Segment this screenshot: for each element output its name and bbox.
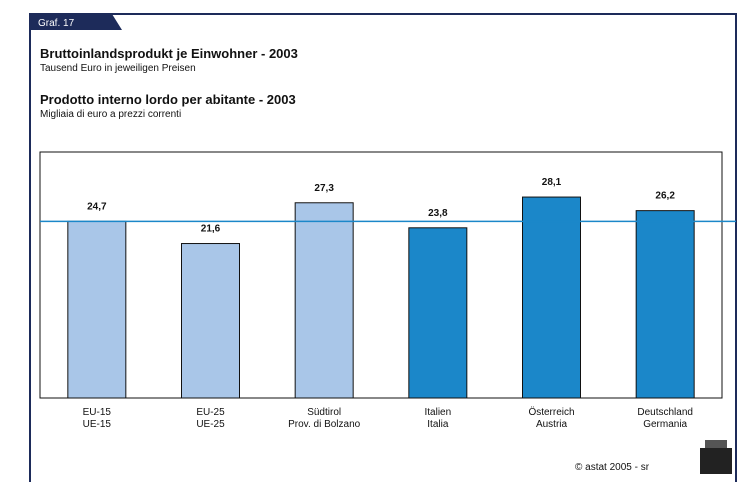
plot-area bbox=[39, 151, 723, 399]
x-tick-label: Austria bbox=[536, 419, 568, 430]
x-tick-label: EU-25 bbox=[196, 407, 225, 418]
bar bbox=[294, 202, 354, 399]
tab-label: Graf. 17 bbox=[38, 18, 75, 29]
bar bbox=[635, 210, 695, 399]
chart-subtitle: Tausend Euro in jeweiligen Preisen bbox=[40, 63, 196, 74]
x-tick-label: UE-15 bbox=[83, 419, 112, 430]
bar bbox=[181, 243, 240, 399]
value-label: 27,3 bbox=[314, 183, 334, 194]
chart-subtitle-it: Migliaia di euro a prezzi correnti bbox=[40, 109, 181, 120]
bar bbox=[67, 220, 127, 399]
source: © astat 2005 - sr bbox=[575, 462, 650, 473]
chart-title-it: Prodotto interno lordo per abitante - 20… bbox=[40, 92, 296, 107]
value-label: 28,1 bbox=[542, 177, 562, 188]
x-tick-label: EU-15 bbox=[83, 407, 112, 418]
x-tick-label: Deutschland bbox=[637, 407, 693, 418]
value-label: 21,6 bbox=[201, 224, 221, 235]
value-label: 26,2 bbox=[655, 191, 675, 202]
x-tick-label: Italia bbox=[427, 419, 449, 430]
logo bbox=[700, 440, 732, 474]
x-tick-label: Prov. di Bolzano bbox=[288, 419, 361, 430]
value-label: 24,7 bbox=[87, 201, 107, 212]
x-tick-label: Germania bbox=[643, 419, 687, 430]
chart-title: Bruttoinlandsprodukt je Einwohner - 2003 bbox=[40, 46, 298, 61]
x-tick-label: Italien bbox=[424, 407, 451, 418]
value-label: 23,8 bbox=[428, 208, 448, 219]
x-tick-label: Österreich bbox=[528, 406, 574, 418]
x-tick-label: Südtirol bbox=[307, 407, 341, 418]
bar bbox=[408, 227, 468, 399]
bar bbox=[522, 196, 581, 399]
x-tick-label: UE-25 bbox=[196, 419, 225, 430]
tab bbox=[30, 14, 122, 30]
